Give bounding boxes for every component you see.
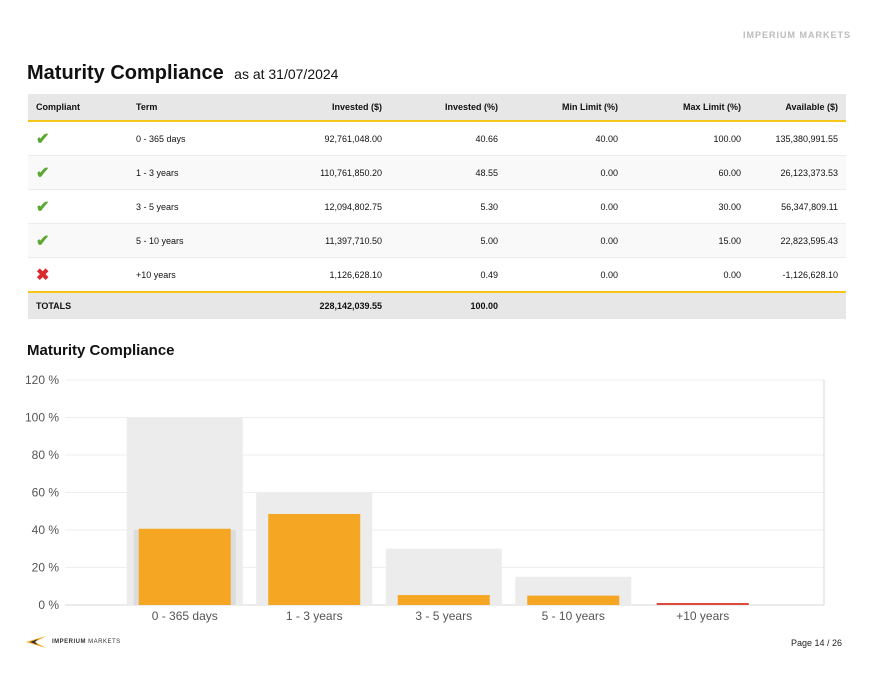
imperium-logo: IMPERIUM MARKETS [26, 636, 121, 648]
status-cell: ✔ [28, 155, 128, 190]
x-tick-label: +10 years [676, 609, 729, 623]
top-logo: IMPERIUM MARKETS [743, 30, 851, 40]
status-cell: ✔ [28, 121, 128, 156]
min-limit-cell: 0.00 [506, 155, 626, 190]
invested-pct-cell: 48.55 [390, 155, 506, 190]
totals-invested-pct: 100.00 [390, 291, 506, 319]
term-cell: 5 - 10 years [128, 223, 284, 258]
available-cell: 135,380,991.55 [749, 121, 846, 156]
max-limit-cell: 60.00 [626, 155, 749, 190]
table-header-row: Compliant Term Invested ($) Invested (%)… [28, 94, 846, 122]
invested-cell: 92,761,048.00 [284, 121, 390, 156]
y-tick-label: 80 % [32, 448, 60, 462]
invested-pct-cell: 5.00 [390, 223, 506, 258]
col-header-invested-pct: Invested (%) [390, 94, 506, 122]
totals-empty-cell [506, 291, 626, 319]
imperium-logo-text: IMPERIUM MARKETS [52, 639, 121, 645]
y-tick-label: 120 % [25, 373, 59, 387]
invested-pct-cell: 40.66 [390, 121, 506, 156]
invested-bar [527, 595, 620, 605]
term-cell: +10 years [128, 257, 284, 293]
invested-cell: 1,126,628.10 [284, 257, 390, 293]
y-tick-label: 60 % [32, 486, 60, 500]
term-cell: 1 - 3 years [128, 155, 284, 190]
col-header-compliant: Compliant [28, 94, 128, 122]
invested-bar [268, 513, 361, 605]
y-tick-label: 40 % [32, 523, 60, 537]
available-cell: 26,123,373.53 [749, 155, 846, 190]
invested-bar [656, 603, 749, 605]
invested-cell: 12,094,802.75 [284, 189, 390, 224]
page-title: Maturity Compliance as at 31/07/2024 [27, 62, 338, 85]
col-header-term: Term [128, 94, 284, 122]
totals-empty-cell [128, 291, 284, 319]
check-icon: ✔ [36, 130, 50, 148]
totals-label: TOTALS [28, 291, 128, 319]
available-cell: -1,126,628.10 [749, 257, 846, 293]
term-cell: 0 - 365 days [128, 121, 284, 156]
col-header-available: Available ($) [749, 94, 846, 122]
x-tick-label: 5 - 10 years [542, 609, 605, 623]
col-header-max-limit: Max Limit (%) [626, 94, 749, 122]
min-limit-cell: 0.00 [506, 223, 626, 258]
totals-empty-cell [626, 291, 749, 319]
maturity-chart: 0 % 20 % 40 % 60 % 80 % 100 % 120 % 0 - 365 day… [25, 373, 825, 623]
max-limit-cell: 15.00 [626, 223, 749, 258]
col-header-min-limit: Min Limit (%) [506, 94, 626, 122]
invested-pct-cell: 5.30 [390, 189, 506, 224]
totals-empty-cell [749, 291, 846, 319]
page-title-main: Maturity Compliance [27, 62, 224, 84]
table-row: ✔ 3 - 5 years 12,094,802.75 5.30 0.00 30… [28, 189, 846, 224]
imperium-logo-icon [26, 636, 46, 648]
status-cell: ✔ [28, 189, 128, 224]
check-icon: ✔ [36, 164, 50, 182]
table-row: ✖ +10 years 1,126,628.10 0.49 0.00 0.00 … [28, 257, 846, 293]
compliance-table: Compliant Term Invested ($) Invested (%)… [28, 94, 846, 319]
min-limit-cell: 40.00 [506, 121, 626, 156]
totals-row: TOTALS 228,142,039.55 100.00 [28, 291, 846, 319]
available-cell: 22,823,595.43 [749, 223, 846, 258]
term-cell: 3 - 5 years [128, 189, 284, 224]
min-limit-cell: 0.00 [506, 257, 626, 293]
page-number: Page 14 / 26 [790, 638, 842, 648]
invested-bar [397, 595, 490, 605]
table-row: ✔ 0 - 365 days 92,761,048.00 40.66 40.00… [28, 121, 846, 156]
table-row: ✔ 5 - 10 years 11,397,710.50 5.00 0.00 1… [28, 223, 846, 258]
cross-icon: ✖ [36, 266, 50, 284]
min-limit-cell: 0.00 [506, 189, 626, 224]
available-cell: 56,347,809.11 [749, 189, 846, 224]
max-limit-cell: 100.00 [626, 121, 749, 156]
y-tick-label: 0 % [38, 598, 59, 612]
totals-invested: 228,142,039.55 [284, 291, 390, 319]
status-cell: ✔ [28, 223, 128, 258]
table-row: ✔ 1 - 3 years 110,761,850.20 48.55 0.00 … [28, 155, 846, 190]
invested-pct-cell: 0.49 [390, 257, 506, 293]
status-cell: ✖ [28, 257, 128, 293]
max-limit-cell: 0.00 [626, 257, 749, 293]
check-icon: ✔ [36, 232, 50, 250]
x-tick-label: 1 - 3 years [286, 609, 343, 623]
invested-cell: 110,761,850.20 [284, 155, 390, 190]
y-tick-label: 100 % [25, 411, 59, 425]
max-limit-cell: 30.00 [626, 189, 749, 224]
col-header-invested: Invested ($) [284, 94, 390, 122]
check-icon: ✔ [36, 198, 50, 216]
x-tick-label: 0 - 365 days [152, 609, 218, 623]
x-tick-label: 3 - 5 years [415, 609, 472, 623]
invested-cell: 11,397,710.50 [284, 223, 390, 258]
y-tick-label: 20 % [32, 561, 60, 575]
chart-title: Maturity Compliance [27, 342, 175, 359]
invested-bar [138, 528, 231, 605]
page-title-date: as at 31/07/2024 [234, 66, 339, 82]
